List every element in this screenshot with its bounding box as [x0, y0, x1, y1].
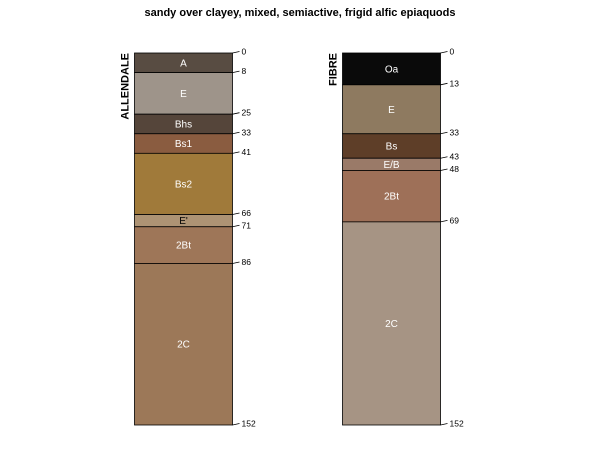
depth-label: 0: [450, 47, 455, 57]
horizon-label: E: [180, 89, 187, 100]
horizon-rect: [134, 72, 233, 115]
horizon-1: E: [342, 84, 441, 135]
depth-label: 152: [242, 419, 256, 429]
horizon-5: E': [134, 214, 233, 228]
depth-label: 0: [242, 47, 247, 57]
depth-tick: [232, 151, 240, 154]
horizon-label: 2Bt: [384, 192, 399, 203]
diagram-title: sandy over clayey, mixed, semiactive, fr…: [145, 7, 456, 19]
depth-label: 48: [450, 164, 460, 174]
depth-tick: [440, 131, 448, 135]
horizon-label: Bs: [386, 142, 398, 153]
depth-tick: [440, 423, 448, 426]
horizon-rect: [134, 263, 233, 426]
depth-tick: [440, 82, 448, 86]
horizon-label: Bs1: [175, 139, 193, 150]
horizon-3: E/B: [342, 157, 441, 171]
horizon-rect: [134, 226, 233, 264]
depth-label: 13: [450, 78, 460, 88]
horizon-label: E': [179, 216, 188, 227]
depth-label: 25: [242, 108, 252, 118]
depth-tick: [232, 51, 240, 54]
horizon-label: 2C: [177, 340, 190, 351]
depth-tick: [440, 168, 448, 171]
depth-tick: [440, 219, 448, 223]
profiles-group: ALLENDALE A E Bhs Bs1 Bs2 E' 2Bt 2C 0 8 25 33 41 66 71 8…: [120, 47, 464, 429]
depth-tick: [440, 156, 448, 159]
horizon-7: 2C: [134, 263, 233, 426]
depth-label: 33: [450, 127, 460, 137]
horizon-label: 2C: [385, 319, 398, 330]
horizon-label: Bhs: [175, 119, 192, 130]
depth-label: 86: [242, 257, 252, 267]
horizon-rect: [342, 170, 441, 223]
horizon-0: A: [134, 52, 233, 73]
horizon-label: E/B: [383, 160, 399, 171]
horizon-label: A: [180, 58, 187, 69]
horizon-label: E: [388, 105, 395, 116]
horizon-rect: [342, 221, 441, 426]
depth-tick: [232, 112, 240, 115]
horizon-3: Bs1: [134, 133, 233, 154]
horizon-4: Bs2: [134, 152, 233, 215]
profile-name: ALLENDALE: [120, 53, 132, 120]
profile-name: FIBRE: [328, 53, 340, 86]
depth-label: 33: [242, 127, 252, 137]
depth-label: 71: [242, 220, 252, 230]
horizon-5: 2C: [342, 221, 441, 426]
depth-tick: [232, 224, 240, 228]
depth-tick: [440, 51, 448, 54]
horizon-0: Oa: [342, 52, 441, 86]
depth-label: 69: [450, 215, 460, 225]
horizon-1: E: [134, 72, 233, 115]
horizon-2: Bhs: [134, 113, 233, 135]
profile-allendale: ALLENDALE A E Bhs Bs1 Bs2 E' 2Bt 2C 0 8 25 33 41 66 71 8…: [120, 47, 256, 429]
horizon-rect: [342, 133, 441, 159]
profile-fibre: FIBRE Oa E Bs E/B 2Bt 2C 0 13 33 43 48 69 152: [328, 47, 464, 429]
depth-tick: [232, 131, 240, 135]
horizon-4: 2Bt: [342, 170, 441, 223]
horizon-label: Bs2: [175, 179, 193, 190]
horizon-2: Bs: [342, 133, 441, 159]
depth-label: 66: [242, 208, 252, 218]
depth-label: 8: [242, 66, 247, 76]
depth-tick: [232, 423, 240, 426]
horizon-label: Oa: [385, 64, 399, 75]
depth-tick: [232, 212, 240, 215]
depth-tick: [232, 261, 240, 264]
horizon-label: 2Bt: [176, 241, 191, 252]
depth-label: 41: [242, 147, 252, 157]
depth-label: 43: [450, 152, 460, 162]
horizon-6: 2Bt: [134, 226, 233, 264]
depth-tick: [232, 70, 240, 73]
depth-label: 152: [450, 419, 464, 429]
